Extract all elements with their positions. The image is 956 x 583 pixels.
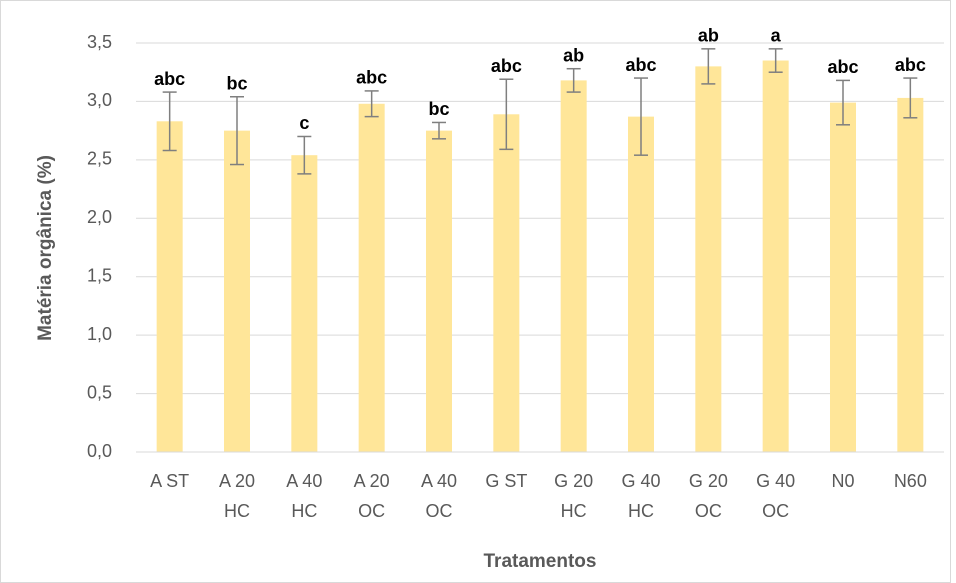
error-bar	[162, 91, 177, 152]
annotation: abc	[625, 55, 656, 75]
x-tick-label: N60	[894, 471, 927, 491]
annotation: ab	[698, 26, 719, 46]
y-tick-label: 2,5	[87, 149, 112, 169]
x-tick-label: OC	[358, 501, 385, 521]
annotation: abc	[895, 55, 926, 75]
bar	[291, 155, 318, 452]
x-tick-label: HC	[628, 501, 654, 521]
bar	[695, 66, 722, 452]
x-tick-label: G 40	[756, 471, 795, 491]
x-tick-label: OC	[695, 501, 722, 521]
annotation: abc	[827, 57, 858, 77]
error-bar	[701, 48, 716, 85]
bar	[560, 80, 587, 452]
x-tick-label: A 40	[286, 471, 322, 491]
y-tick-label: 1,0	[87, 324, 112, 344]
x-tick-label: OC	[762, 501, 789, 521]
x-tick-label: N0	[831, 471, 854, 491]
x-axis-title: Tratamentos	[484, 551, 597, 572]
y-tick-label: 3,5	[87, 32, 112, 52]
error-bar	[634, 77, 648, 156]
annotation: c	[299, 113, 309, 133]
y-tick-label: 3,0	[87, 90, 112, 110]
x-tick-label: G ST	[485, 471, 527, 491]
x-tick-label: OC	[426, 501, 453, 521]
x-tick-label: A 20	[219, 471, 255, 491]
x-tick-label: G 40	[621, 471, 660, 491]
bar	[897, 97, 924, 453]
annotation: bc	[226, 74, 247, 94]
y-tick-label: 0,5	[87, 382, 112, 402]
bar	[156, 121, 183, 453]
annotation: abc	[356, 68, 387, 88]
error-bar	[566, 67, 581, 93]
error-bar	[364, 90, 379, 118]
bar	[628, 116, 654, 453]
error-bar	[499, 78, 514, 151]
x-tick-label: HC	[224, 501, 250, 521]
x-tick-label: HC	[561, 501, 587, 521]
x-tick-label: G 20	[689, 471, 728, 491]
error-bar	[297, 135, 312, 175]
y-tick-label: 2,0	[87, 207, 112, 227]
x-tick-label: HC	[291, 501, 317, 521]
y-axis-title: Matéria orgânica (%)	[35, 155, 56, 341]
x-tick-label: G 20	[554, 471, 593, 491]
annotation: abc	[491, 56, 522, 76]
annotation: ab	[563, 45, 584, 65]
y-tick-label: 1,5	[87, 265, 112, 285]
bar	[830, 102, 856, 453]
annotation: bc	[428, 99, 449, 119]
bar	[224, 130, 250, 452]
x-tick-label: A 40	[421, 471, 457, 491]
error-bar	[230, 96, 244, 166]
bar	[493, 114, 520, 452]
bar	[426, 130, 452, 452]
error-bar	[768, 48, 783, 73]
annotation: a	[771, 26, 782, 46]
x-tick-label: A 20	[354, 471, 390, 491]
y-tick-label: 0,0	[87, 441, 112, 461]
x-tick-label: A ST	[150, 471, 189, 491]
bar	[762, 60, 789, 453]
annotation: abc	[154, 69, 185, 89]
error-bar	[432, 121, 446, 140]
bar	[358, 103, 385, 452]
error-bar	[903, 77, 918, 119]
error-bar	[836, 79, 850, 126]
